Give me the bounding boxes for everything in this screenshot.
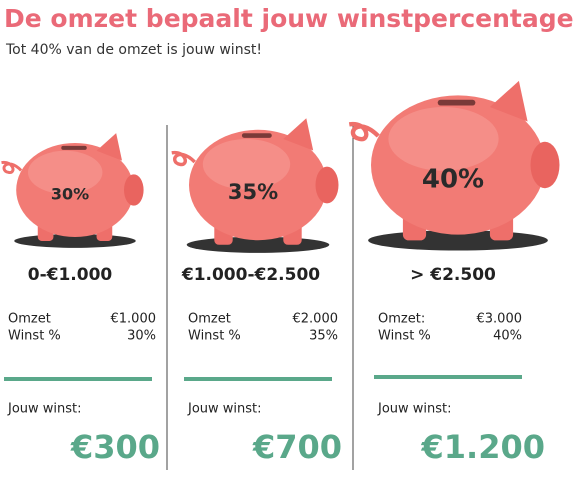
slot [437,99,476,106]
result: €1.200 [421,428,545,466]
result: €700 [252,428,342,466]
piggy-bank [348,80,560,251]
range: 0-€1.000 [28,265,113,285]
ear [283,118,314,151]
ear [96,133,123,161]
ear [489,80,528,122]
range: €1.000-€2.500 [181,265,320,285]
jouw-winst-label: Jouw winst: [377,402,452,417]
pig-percent: 35% [228,180,278,204]
separator-bar [4,377,152,381]
winst-value: 30% [127,329,156,344]
tail [171,151,196,167]
winst-label: Winst % [378,329,431,344]
tail [1,161,23,174]
snout [315,166,339,204]
highlight [27,150,103,194]
separator-bar [184,377,332,381]
winst-label: Winst % [8,329,61,344]
winst-label: Winst % [188,329,241,344]
subtitle: Tot 40% van de omzet is jouw winst! [5,42,262,58]
separator-bar [374,375,522,379]
winst-value: 35% [309,329,338,344]
omzet-value: €1.000 [111,312,157,327]
jouw-winst-label: Jouw winst: [7,402,82,417]
omzet-label: Omzet: [378,312,425,327]
range: > €2.500 [410,265,496,285]
tail [348,122,380,142]
omzet-label: Omzet [8,312,51,327]
piggy-bank [1,133,144,248]
snout [530,141,560,189]
highlight [388,107,499,171]
winst-value: 40% [493,329,522,344]
result: €300 [70,428,160,466]
pig-percent: 40% [422,165,484,195]
pig-percent: 30% [51,185,89,204]
omzet-label: Omzet [188,312,231,327]
omzet-value: €2.000 [293,312,339,327]
omzet-value: €3.000 [477,312,523,327]
jouw-winst-label: Jouw winst: [187,402,262,417]
slot [241,133,272,138]
highlight [202,139,291,190]
title: De omzet bepaalt jouw winstpercentage [4,4,574,33]
slot [61,145,87,150]
piggy-bank [171,118,339,253]
snout [124,174,144,206]
